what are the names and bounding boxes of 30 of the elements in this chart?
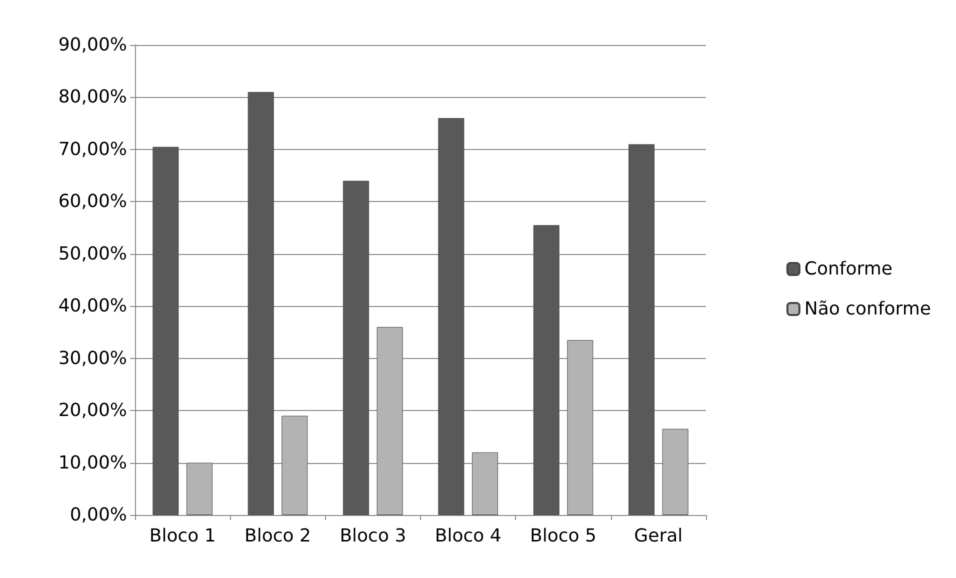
y-tick-label: 80,00% bbox=[58, 86, 127, 108]
y-tick-label: 50,00% bbox=[58, 243, 127, 264]
legend-label: Não conforme bbox=[804, 298, 932, 320]
x-tick-label: Bloco 4 bbox=[434, 526, 502, 546]
bar bbox=[628, 144, 655, 515]
bar bbox=[438, 118, 464, 515]
y-tick-label: 0,00% bbox=[70, 504, 127, 526]
bar bbox=[472, 452, 498, 515]
y-tick-label: 30,00% bbox=[58, 348, 127, 369]
bar bbox=[533, 225, 560, 515]
y-tick-label: 90,00% bbox=[58, 34, 127, 56]
bar bbox=[343, 180, 370, 515]
x-tick-label: Bloco 5 bbox=[530, 526, 596, 546]
x-tick-label: Bloco 1 bbox=[149, 526, 216, 546]
y-tick-label: 70,00% bbox=[58, 138, 127, 160]
y-tick-label: 10,00% bbox=[58, 452, 127, 474]
x-tick-label: Bloco 2 bbox=[244, 526, 311, 546]
bar bbox=[662, 428, 688, 515]
bar bbox=[186, 462, 212, 515]
bar bbox=[567, 340, 594, 515]
y-tick-label: 60,00% bbox=[58, 191, 127, 212]
y-tick-label: 40,00% bbox=[58, 296, 127, 317]
x-tick-label: Bloco 3 bbox=[340, 526, 406, 546]
bar bbox=[376, 327, 403, 515]
y-tick-label: 20,00% bbox=[58, 400, 127, 422]
legend-label: Conforme bbox=[804, 258, 892, 280]
x-tick-label: Geral bbox=[634, 526, 683, 546]
bar bbox=[152, 146, 179, 515]
bar bbox=[282, 416, 308, 515]
bar bbox=[248, 92, 274, 515]
